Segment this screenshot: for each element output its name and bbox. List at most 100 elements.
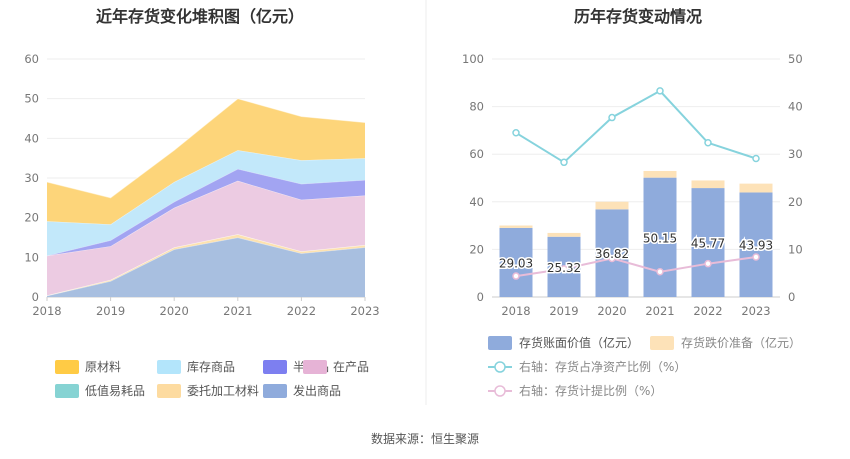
right-right-tick-label: 50	[788, 52, 803, 66]
right-left-tick-label: 0	[477, 290, 484, 304]
area-series-6	[47, 98, 365, 225]
area-series-4	[47, 168, 365, 256]
legend-label: 在产品	[333, 360, 369, 374]
stacked-area-title: 近年存货变化堆积图（亿元）	[96, 7, 304, 26]
right-x-tick-label: 2022	[693, 304, 722, 318]
right-right-tick-label: 0	[788, 290, 795, 304]
legend-label: 委托加工材料	[187, 384, 259, 398]
left-x-axis-ticks: 2018 2019 2020 2021 2022 2023	[32, 297, 380, 318]
right-right-tick-label: 30	[788, 147, 803, 161]
bar-line-legend: 存货账面价值（亿元） 存货跌价准备（亿元） 右轴：存货占净资产比例（%） 右轴：存货计…	[488, 335, 801, 398]
right-chart-left-axis-ticks: 0 20 40 60 80 100	[462, 52, 484, 304]
legend-swatch	[263, 384, 287, 398]
ratio-point	[512, 272, 520, 280]
right-chart-right-axis-ticks: 0 10 20 30 40 50	[788, 52, 803, 304]
area-series-edge	[46, 168, 366, 257]
ratio-point	[704, 139, 712, 147]
right-left-tick-label: 20	[469, 242, 484, 256]
right-x-tick-label: 2019	[549, 304, 578, 318]
left-y-tick-label: 60	[24, 52, 39, 66]
inventory-bar	[499, 227, 533, 297]
legend-label: 发出商品	[293, 383, 341, 398]
bar-value-label: 29.03	[499, 256, 533, 270]
left-y-tick-label: 0	[32, 290, 39, 304]
impairment-bar	[739, 183, 773, 193]
legend-swatch	[55, 360, 79, 374]
ratio-line-0	[515, 89, 757, 164]
ratio-point	[656, 268, 664, 276]
legend-swatch	[55, 384, 79, 398]
area-series-5	[47, 150, 365, 256]
area-series-0	[47, 237, 365, 297]
legend-label: 右轴：存货计提比例（%）	[519, 383, 662, 398]
left-y-tick-label: 50	[24, 92, 39, 106]
legend-label: 存货跌价准备（亿元）	[681, 335, 801, 350]
legend-swatch	[303, 360, 327, 374]
impairment-bar	[499, 225, 533, 228]
right-x-tick-label: 2020	[597, 304, 626, 318]
right-left-tick-label: 100	[462, 52, 484, 66]
left-x-tick-label: 2023	[350, 304, 379, 318]
ratio-point	[560, 158, 568, 167]
area-series-edge	[46, 233, 366, 296]
impairment-bar	[595, 201, 629, 210]
right-left-tick-label: 60	[469, 147, 484, 161]
right-x-tick-label: 2023	[741, 304, 770, 318]
bar-value-labels: 29.03 25.32 36.82 50.15 45.77 43.93	[497, 230, 774, 277]
left-y-tick-label: 40	[24, 131, 39, 145]
ratio-point	[512, 129, 520, 137]
ratio-line-1	[515, 256, 757, 278]
left-y-tick-label: 20	[24, 211, 39, 225]
inventory-bar	[643, 177, 677, 297]
right-x-tick-label: 2021	[645, 304, 674, 318]
source-note: 数据来源：恒生聚源	[371, 431, 479, 446]
legend-label: 右轴：存货占净资产比例（%）	[519, 359, 686, 374]
legend-label: 原材料	[85, 360, 121, 374]
ratio-point	[752, 154, 760, 163]
impairment-bar	[691, 180, 725, 189]
left-x-tick-label: 2018	[32, 304, 61, 318]
stacked-area-chart: 近年存货变化堆积图（亿元） 0 10 20 30 40 50 60 2018 2019 2020…	[24, 7, 380, 398]
line-series-group	[512, 87, 760, 280]
right-right-tick-label: 40	[788, 100, 803, 114]
legend-swatch	[650, 336, 674, 350]
left-x-tick-label: 2022	[287, 304, 316, 318]
ratio-point	[608, 254, 616, 263]
impairment-bar	[643, 170, 677, 178]
legend-line-marker	[494, 385, 506, 397]
bar-value-label: 36.82	[595, 247, 629, 261]
legend-swatch	[488, 336, 512, 350]
ratio-point	[560, 265, 568, 273]
impairment-bar	[547, 232, 581, 237]
right-gridlines	[492, 58, 780, 298]
bar-chart-title: 历年存货变动情况	[574, 7, 702, 26]
legend-label: 低值易耗品	[85, 383, 145, 398]
right-x-tick-label: 2018	[501, 304, 530, 318]
left-y-tick-label: 30	[24, 171, 39, 185]
ratio-point	[752, 253, 760, 261]
area-series-3	[47, 180, 365, 296]
right-right-tick-label: 10	[788, 242, 803, 256]
left-x-tick-label: 2019	[96, 304, 125, 318]
right-left-tick-label: 40	[469, 195, 484, 209]
right-x-axis-ticks: 2018 2019 2020 2021 2022 2023	[501, 304, 770, 318]
bar-value-label: 25.32	[547, 261, 581, 275]
inventory-bar	[739, 192, 773, 297]
area-series-edge	[46, 98, 366, 199]
ratio-point	[608, 113, 616, 122]
bar-series-group	[499, 170, 773, 297]
right-left-tick-label: 80	[469, 100, 484, 114]
area-series-edge	[46, 149, 366, 225]
legend-label: 存货账面价值（亿元）	[519, 335, 639, 350]
right-right-tick-label: 20	[788, 195, 803, 209]
area-legend: 原材料库存商品半成品在产品低值易耗品委托加工材料发出商品	[55, 359, 369, 398]
bar-value-label: 43.93	[739, 239, 773, 253]
legend-label: 库存商品	[187, 359, 235, 374]
legend-swatch	[157, 360, 181, 374]
legend-line-marker	[494, 361, 506, 373]
bar-value-label: 45.77	[691, 237, 725, 251]
inventory-bar	[691, 188, 725, 297]
area-series-group	[46, 98, 366, 297]
